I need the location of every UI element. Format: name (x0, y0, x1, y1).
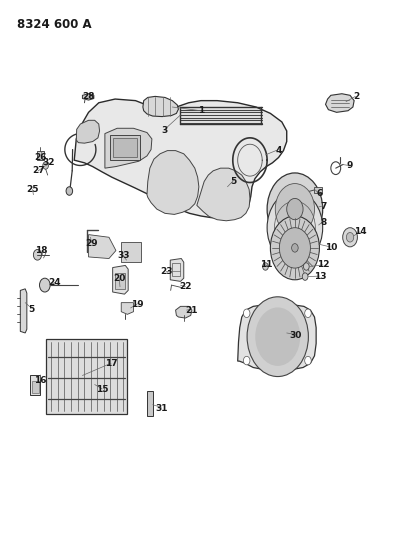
Circle shape (274, 183, 314, 235)
Text: 33: 33 (117, 252, 129, 260)
Circle shape (301, 273, 307, 280)
Circle shape (33, 249, 41, 260)
Polygon shape (146, 151, 198, 214)
Text: 23: 23 (160, 268, 172, 276)
Text: 5: 5 (28, 304, 34, 313)
Polygon shape (20, 289, 27, 333)
FancyBboxPatch shape (37, 151, 43, 160)
Polygon shape (325, 94, 353, 112)
Circle shape (304, 357, 310, 365)
Text: 32: 32 (43, 158, 55, 167)
Circle shape (66, 187, 72, 195)
Circle shape (266, 191, 322, 264)
Text: 30: 30 (289, 331, 301, 340)
Text: 5: 5 (230, 177, 236, 186)
Text: 31: 31 (155, 404, 167, 413)
Text: 8324 600 A: 8324 600 A (17, 18, 92, 31)
Text: 24: 24 (48, 278, 61, 287)
Text: 15: 15 (96, 385, 108, 394)
Text: 27: 27 (32, 166, 45, 175)
Text: 16: 16 (34, 376, 47, 385)
Circle shape (303, 263, 308, 270)
Circle shape (304, 309, 310, 318)
Polygon shape (121, 303, 133, 314)
Polygon shape (237, 305, 315, 370)
Circle shape (247, 297, 308, 376)
Text: 26: 26 (34, 153, 47, 162)
Text: 3: 3 (161, 126, 167, 135)
Polygon shape (76, 120, 99, 143)
FancyBboxPatch shape (31, 381, 38, 393)
Text: 17: 17 (104, 359, 117, 368)
FancyBboxPatch shape (313, 187, 321, 193)
Circle shape (43, 162, 48, 169)
Polygon shape (74, 99, 286, 217)
Polygon shape (112, 265, 128, 294)
Text: 2: 2 (352, 92, 358, 101)
Text: 21: 21 (185, 305, 198, 314)
Text: 28: 28 (82, 92, 94, 101)
Polygon shape (143, 96, 178, 117)
FancyBboxPatch shape (146, 391, 153, 416)
Text: 11: 11 (259, 261, 272, 269)
FancyBboxPatch shape (113, 138, 137, 157)
Circle shape (262, 263, 267, 270)
Text: 19: 19 (131, 300, 144, 309)
Text: 1: 1 (197, 106, 204, 115)
Circle shape (39, 278, 50, 292)
Text: 8: 8 (319, 219, 326, 228)
FancyBboxPatch shape (110, 135, 139, 160)
Circle shape (270, 216, 319, 280)
Text: 10: 10 (324, 244, 336, 253)
Circle shape (243, 309, 249, 318)
Circle shape (279, 228, 310, 268)
Text: 14: 14 (353, 228, 366, 237)
Circle shape (346, 232, 353, 242)
Circle shape (286, 198, 302, 220)
Circle shape (243, 357, 249, 365)
Polygon shape (88, 235, 116, 259)
Text: 4: 4 (275, 146, 281, 155)
Polygon shape (170, 259, 183, 281)
Polygon shape (175, 306, 191, 318)
Text: 20: 20 (113, 274, 125, 283)
Text: 18: 18 (35, 246, 48, 255)
FancyBboxPatch shape (30, 375, 40, 395)
FancyBboxPatch shape (121, 242, 141, 262)
Circle shape (266, 173, 322, 245)
Text: 6: 6 (315, 189, 322, 198)
Polygon shape (105, 128, 151, 168)
Text: 13: 13 (313, 272, 326, 280)
Text: 25: 25 (26, 185, 39, 194)
Circle shape (255, 308, 299, 366)
Text: 22: 22 (179, 282, 191, 291)
Text: 9: 9 (346, 161, 353, 170)
Text: 12: 12 (317, 261, 329, 269)
Polygon shape (82, 94, 94, 100)
FancyBboxPatch shape (115, 273, 125, 289)
Text: 7: 7 (319, 203, 326, 212)
Text: 29: 29 (85, 239, 97, 248)
FancyBboxPatch shape (45, 339, 126, 414)
Polygon shape (196, 168, 249, 221)
Circle shape (342, 228, 357, 247)
Circle shape (291, 244, 297, 252)
